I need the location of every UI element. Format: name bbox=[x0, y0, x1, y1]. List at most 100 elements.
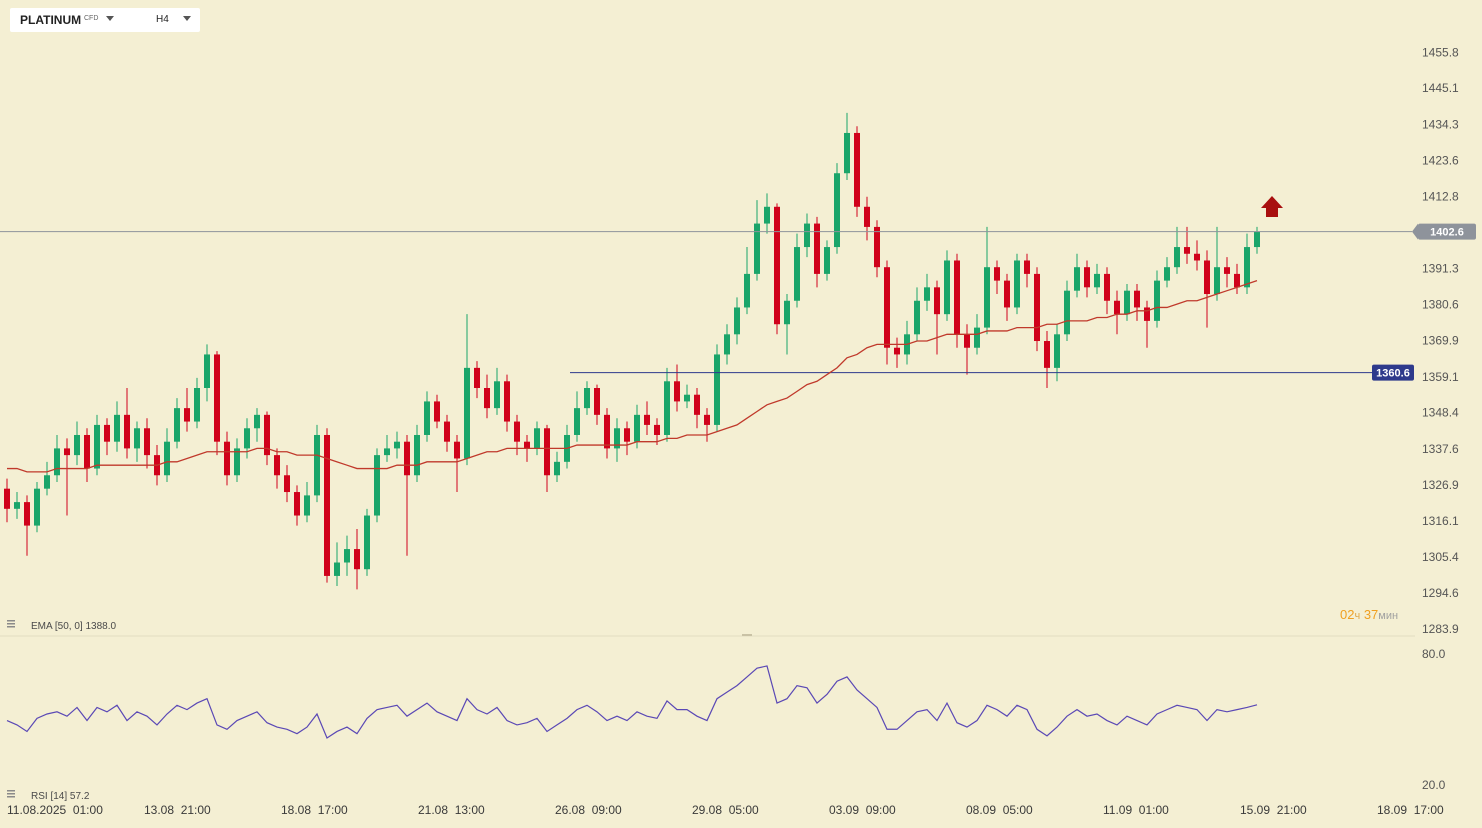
candle-body bbox=[494, 381, 500, 409]
candle-body bbox=[1234, 273, 1240, 288]
candle-body bbox=[614, 428, 620, 449]
candle-body bbox=[894, 347, 900, 355]
candle-body bbox=[394, 441, 400, 449]
candle-body bbox=[664, 381, 670, 435]
candle-body bbox=[974, 327, 980, 348]
y-tick-label: 20.0 bbox=[1422, 778, 1446, 792]
candle-body bbox=[34, 488, 40, 526]
y-tick-label: 1412.8 bbox=[1422, 190, 1459, 204]
y-tick-label: 80.0 bbox=[1422, 647, 1446, 661]
candle-body bbox=[1164, 267, 1170, 281]
candle-body bbox=[84, 434, 90, 469]
y-tick-label: 1316.1 bbox=[1422, 514, 1459, 528]
candle-body bbox=[374, 455, 380, 516]
y-tick-label: 1423.6 bbox=[1422, 153, 1459, 167]
candle-body bbox=[604, 414, 610, 449]
candle-body bbox=[554, 461, 560, 476]
candle-body bbox=[704, 414, 710, 425]
x-tick-label: 13.08 21:00 bbox=[144, 803, 211, 817]
candle-body bbox=[794, 247, 800, 301]
candle-body bbox=[354, 549, 360, 570]
y-tick-label: 1380.6 bbox=[1422, 298, 1459, 312]
candle-body bbox=[774, 206, 780, 325]
candle-body bbox=[1104, 273, 1110, 301]
candle-body bbox=[1034, 273, 1040, 342]
price-tag-label: 1402.6 bbox=[1430, 227, 1464, 239]
candle-body bbox=[574, 408, 580, 435]
candle-body bbox=[534, 428, 540, 449]
candle-body bbox=[504, 381, 510, 422]
candle-body bbox=[1004, 280, 1010, 308]
symbol-selector[interactable]: PLATINUM CFD H4 bbox=[10, 8, 200, 32]
y-tick-label: 1283.9 bbox=[1422, 622, 1459, 636]
candle-body bbox=[454, 441, 460, 459]
candle-body bbox=[944, 260, 950, 315]
candle-body bbox=[404, 441, 410, 476]
candle-body bbox=[624, 428, 630, 442]
candle-body bbox=[1174, 247, 1180, 268]
ema-line bbox=[7, 279, 1258, 473]
candle-body bbox=[474, 367, 480, 389]
rsi-line bbox=[6, 665, 1258, 739]
candle-body bbox=[4, 488, 10, 509]
candle-body bbox=[1024, 260, 1030, 274]
candle-body bbox=[1084, 267, 1090, 288]
rsi-value: 57.2 bbox=[70, 791, 90, 802]
candle-body bbox=[634, 414, 640, 442]
y-tick-label: 1434.3 bbox=[1422, 117, 1459, 131]
candle-body bbox=[764, 206, 770, 224]
x-tick-label: 21.08 13:00 bbox=[418, 803, 485, 817]
candle-body bbox=[924, 287, 930, 301]
candle-body bbox=[724, 334, 730, 355]
candle-body bbox=[734, 307, 740, 335]
candle-body bbox=[344, 549, 350, 563]
x-tick-label: 11.09 01:00 bbox=[1103, 803, 1169, 817]
candle-body bbox=[1064, 290, 1070, 335]
rsi-legend: RSI [14] 57.2 bbox=[31, 791, 90, 802]
x-tick-label: 18.08 17:00 bbox=[281, 803, 348, 817]
candle-body bbox=[224, 441, 230, 476]
candle-body bbox=[934, 287, 940, 315]
x-tick-label: 15.09 21:00 bbox=[1240, 803, 1307, 817]
candle-body bbox=[114, 414, 120, 442]
candle-body bbox=[64, 448, 70, 456]
candle-body bbox=[754, 223, 760, 274]
x-tick-label: 03.09 09:00 bbox=[829, 803, 896, 817]
price-tag-label: 1360.6 bbox=[1376, 367, 1410, 379]
candle-body bbox=[854, 132, 860, 207]
candle-body bbox=[184, 408, 190, 422]
candle-body bbox=[204, 354, 210, 389]
candle-body bbox=[1074, 267, 1080, 291]
candle-body bbox=[314, 434, 320, 496]
candle-body bbox=[1094, 273, 1100, 288]
candle-body bbox=[234, 448, 240, 476]
x-tick-label: 18.09 17:00 bbox=[1377, 803, 1444, 817]
timeframe-dropdown[interactable] bbox=[183, 16, 191, 21]
candle-body bbox=[384, 448, 390, 456]
candle-body bbox=[214, 354, 220, 442]
candle-body bbox=[44, 475, 50, 489]
candle-body bbox=[304, 495, 310, 516]
candle-body bbox=[124, 414, 130, 449]
symbol-name: PLATINUM bbox=[20, 13, 82, 27]
candle-body bbox=[1114, 300, 1120, 315]
x-tick-label: 11.08.2025 01:00 bbox=[7, 803, 103, 817]
symbol-dropdown[interactable] bbox=[106, 16, 114, 21]
candle-body bbox=[1184, 247, 1190, 254]
candle-body bbox=[1054, 334, 1060, 368]
candle-body bbox=[1224, 267, 1230, 274]
candle-body bbox=[844, 132, 850, 174]
candle-body bbox=[674, 381, 680, 402]
candle-body bbox=[164, 441, 170, 476]
candle-body bbox=[334, 562, 340, 576]
candle-body bbox=[194, 388, 200, 422]
pane-handle[interactable] bbox=[742, 634, 752, 636]
y-tick-label: 1445.1 bbox=[1422, 81, 1459, 95]
candle-body bbox=[264, 414, 270, 456]
candle-body bbox=[684, 394, 690, 402]
candle-body bbox=[584, 388, 590, 409]
x-tick-label: 26.08 09:00 bbox=[555, 803, 622, 817]
candle-body bbox=[54, 448, 60, 476]
candle-body bbox=[434, 401, 440, 422]
